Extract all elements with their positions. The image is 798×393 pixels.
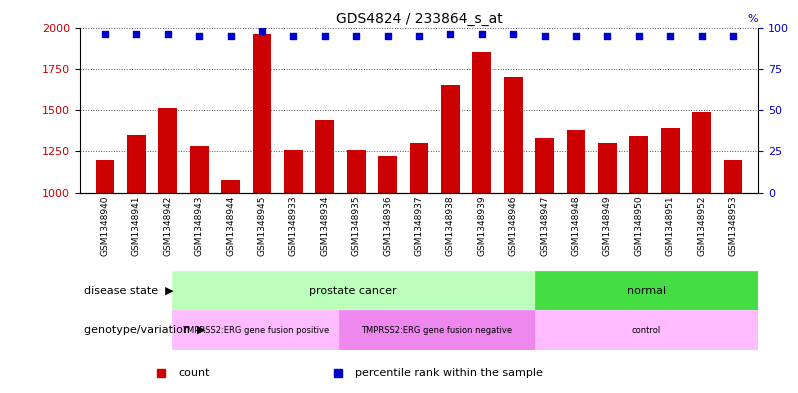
Bar: [409, 143, 429, 358]
Point: [98, 31, 111, 37]
Bar: [346, 150, 365, 358]
Bar: [535, 138, 554, 358]
Bar: [315, 120, 334, 358]
Point: [476, 31, 488, 37]
Point: [601, 33, 614, 39]
Point: [224, 33, 237, 39]
Bar: [661, 128, 680, 358]
Bar: [284, 150, 302, 358]
Bar: [172, 271, 535, 310]
Text: count: count: [178, 368, 210, 378]
Text: control: control: [632, 326, 661, 334]
Bar: [221, 180, 240, 358]
Bar: [127, 135, 146, 358]
Point: [193, 33, 206, 39]
Bar: [504, 77, 523, 358]
Bar: [339, 310, 535, 350]
Title: GDS4824 / 233864_s_at: GDS4824 / 233864_s_at: [336, 13, 502, 26]
Text: genotype/variation  ▶: genotype/variation ▶: [84, 325, 205, 335]
Point: [255, 28, 268, 34]
Bar: [190, 146, 208, 358]
Point: [695, 33, 708, 39]
Point: [538, 33, 551, 39]
Text: %: %: [748, 14, 758, 24]
Bar: [535, 271, 758, 310]
Point: [130, 31, 143, 37]
Bar: [96, 160, 114, 358]
Point: [727, 33, 740, 39]
Bar: [172, 310, 339, 350]
Text: normal: normal: [626, 286, 666, 296]
Point: [413, 33, 425, 39]
Text: TMPRSS2:ERG gene fusion positive: TMPRSS2:ERG gene fusion positive: [182, 326, 329, 334]
Point: [664, 33, 677, 39]
Point: [318, 33, 331, 39]
Point: [350, 33, 362, 39]
Point: [632, 33, 645, 39]
Bar: [158, 108, 177, 358]
Bar: [378, 156, 397, 358]
Bar: [598, 143, 617, 358]
Bar: [472, 52, 492, 358]
Point: [444, 31, 456, 37]
Text: disease state  ▶: disease state ▶: [84, 286, 173, 296]
Point: [507, 31, 519, 37]
Bar: [567, 130, 586, 358]
Bar: [441, 85, 460, 358]
Point: [287, 33, 300, 39]
Text: percentile rank within the sample: percentile rank within the sample: [354, 368, 543, 378]
Bar: [692, 112, 711, 358]
Point: [381, 33, 394, 39]
Bar: [535, 310, 758, 350]
Bar: [724, 160, 742, 358]
Point: [161, 31, 174, 37]
Bar: [630, 136, 648, 358]
Text: TMPRSS2:ERG gene fusion negative: TMPRSS2:ERG gene fusion negative: [361, 326, 512, 334]
Point: [570, 33, 583, 39]
Text: prostate cancer: prostate cancer: [310, 286, 397, 296]
Bar: [252, 34, 271, 358]
